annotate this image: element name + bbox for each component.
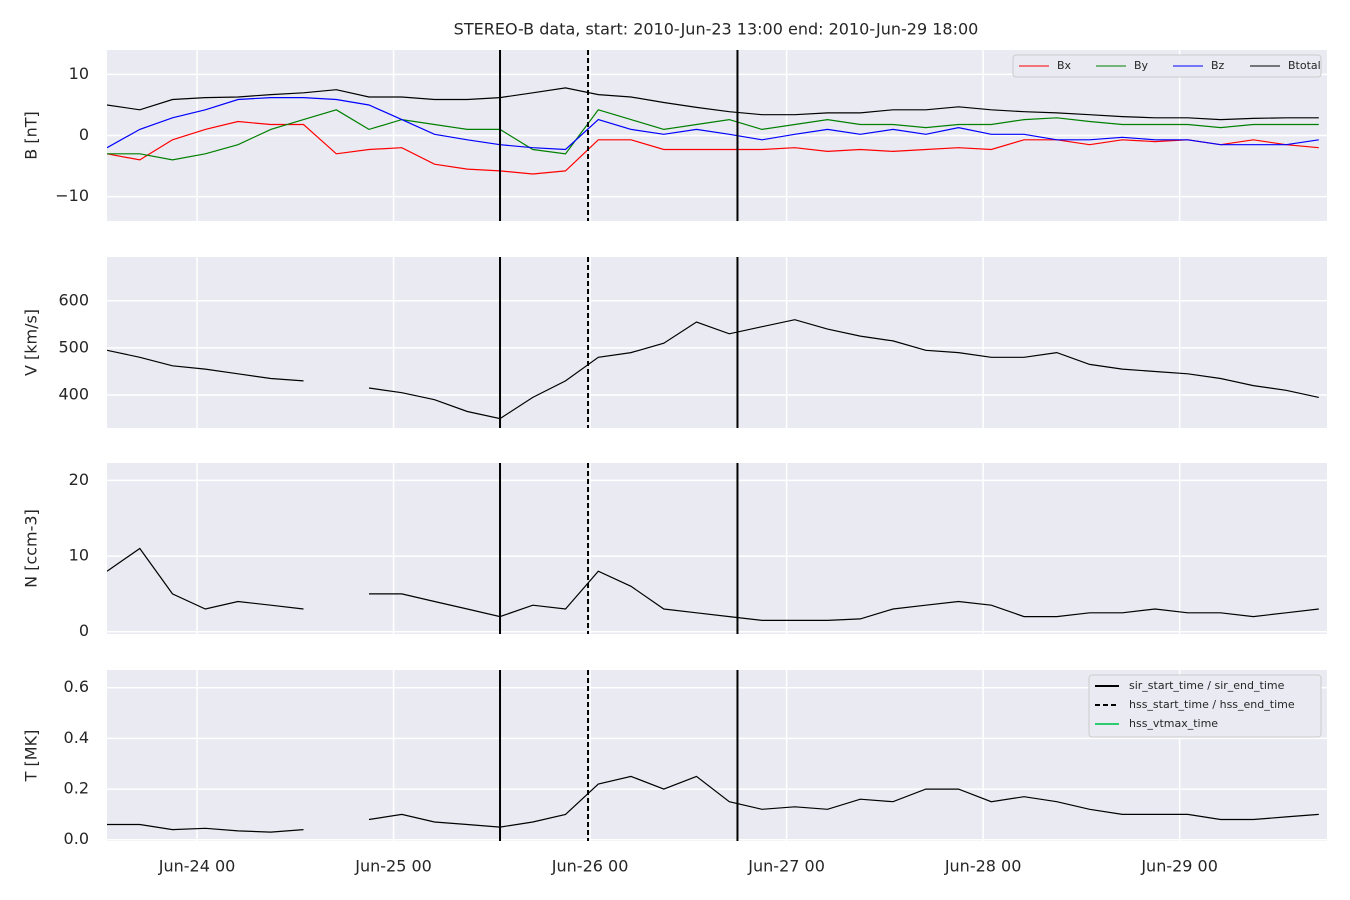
data-line: [107, 775, 1319, 833]
x-tick-label: Jun-28 00: [944, 857, 1022, 876]
y-tick-label: 0.2: [64, 779, 89, 798]
data-line: [107, 97, 1319, 151]
y-axis-label: B [nT]: [22, 111, 41, 159]
y-tick-label: 10: [69, 64, 89, 83]
y-axis-label: N [ccm-3]: [22, 509, 41, 588]
data-line: [107, 120, 1319, 175]
legend-label: Bx: [1057, 59, 1072, 72]
y-tick-label: 0: [79, 125, 89, 144]
y-tick-label: 0: [79, 621, 89, 640]
legend-label: Btotal: [1288, 59, 1321, 72]
y-axis-label: T [MK]: [22, 730, 41, 783]
chart-title: STEREO-B data, start: 2010-Jun-23 13:00 …: [454, 20, 979, 39]
x-tick-label: Jun-27 00: [747, 857, 825, 876]
data-line: [107, 547, 1319, 621]
y-tick-label: 600: [58, 290, 89, 309]
y-tick-label: −10: [55, 186, 89, 205]
legend-box: [1088, 674, 1322, 738]
y-tick-label: 400: [58, 385, 89, 404]
y-axis-label: V [km/s]: [22, 309, 41, 376]
x-tick-label: Jun-29 00: [1140, 857, 1218, 876]
x-tick-label: Jun-24 00: [158, 857, 236, 876]
y-tick-label: 500: [58, 337, 89, 356]
y-tick-label: 0.0: [64, 829, 89, 848]
x-tick-label: Jun-25 00: [354, 857, 432, 876]
data-line: [107, 319, 1319, 420]
data-line: [107, 87, 1319, 121]
y-tick-label: 10: [69, 546, 89, 565]
legend-label: By: [1134, 59, 1149, 72]
legend-label: Bz: [1211, 59, 1225, 72]
legend-label: hss_start_time / hss_end_time: [1129, 698, 1295, 711]
y-tick-label: 20: [69, 470, 89, 489]
legend-label: hss_vtmax_time: [1129, 717, 1218, 730]
y-tick-label: 0.4: [64, 728, 89, 747]
y-tick-label: 0.6: [64, 677, 89, 696]
plot-area: [107, 257, 1327, 428]
data-line: [107, 109, 1319, 161]
legend-box: [1012, 54, 1322, 78]
x-tick-label: Jun-26 00: [551, 857, 629, 876]
plot-area: [107, 463, 1327, 634]
legend-label: sir_start_time / sir_end_time: [1129, 679, 1285, 692]
